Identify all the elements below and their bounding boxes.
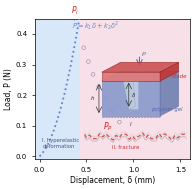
Point [104,97,107,100]
Polygon shape [102,72,160,81]
Polygon shape [160,71,179,116]
Text: P: P [142,52,146,57]
Text: II. fracture: II. fracture [112,145,140,150]
Text: $P_P$: $P_P$ [103,121,113,133]
Point [87,60,90,63]
Text: $P_i$: $P_i$ [71,4,80,17]
Text: $\delta$: $\delta$ [131,91,136,99]
Point [78,13,81,16]
Point [97,85,100,88]
Text: polymer gel: polymer gel [151,106,183,112]
Point [118,121,121,124]
Polygon shape [123,81,139,110]
Polygon shape [102,71,179,81]
X-axis label: Displacement, δ (mm): Displacement, δ (mm) [70,176,155,185]
Text: I. hyperelastic
deformation: I. hyperelastic deformation [42,138,80,149]
Text: $l$: $l$ [129,120,133,129]
Polygon shape [102,62,179,72]
Point [92,73,95,76]
Text: $\dot{P} = k_1\delta + k_2\delta^2$: $\dot{P} = k_1\delta + k_2\delta^2$ [72,19,120,32]
Polygon shape [123,76,135,110]
Text: Blade: Blade [172,74,187,79]
Point [82,46,85,49]
Polygon shape [160,62,179,81]
Polygon shape [102,81,160,116]
Bar [80,19,190,159]
Point [110,109,113,112]
Y-axis label: Load, P (N): Load, P (N) [4,68,13,110]
Text: h: h [91,96,94,101]
Bar [35,19,80,159]
